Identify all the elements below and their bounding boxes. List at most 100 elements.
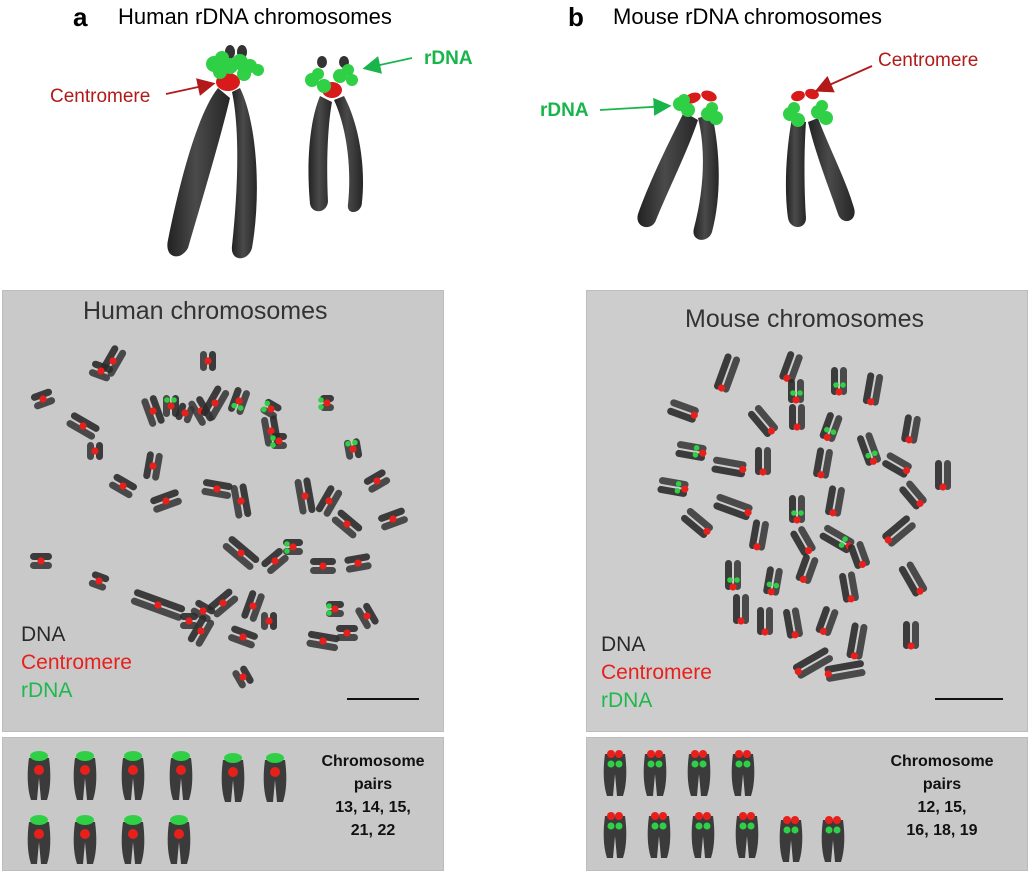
chromosome [88, 360, 114, 382]
chromosome [326, 601, 344, 617]
mouse-pair-chromosome [735, 812, 759, 858]
chromosome [848, 541, 870, 569]
chromosome [241, 590, 265, 622]
chromosome [261, 612, 277, 630]
human-schematic-chromosome-small [305, 56, 364, 213]
rdna-dot [773, 582, 780, 589]
centromere-dot [319, 637, 327, 645]
mouse-pairs-strip: Chromosome pairs 12, 15, 16, 18, 19 [586, 737, 1028, 871]
chromosome [898, 561, 928, 597]
chromosome [283, 539, 303, 555]
human-legend-centromere: Centromere [21, 651, 132, 674]
centromere-dot [858, 560, 867, 568]
centromere-dot [239, 673, 247, 681]
centromere-dot [39, 395, 47, 403]
chromosome [713, 493, 753, 521]
centromere-dot [265, 617, 273, 625]
centromere-dot [761, 628, 769, 636]
chromosome [711, 456, 747, 478]
centromere-dot [681, 485, 689, 493]
rdna-dot [727, 577, 733, 583]
centromere-dot [237, 549, 245, 557]
chromosome [783, 607, 803, 639]
chromosome [363, 469, 391, 493]
chromosome [733, 594, 749, 625]
chromosome [200, 351, 216, 371]
centromere-dot [271, 557, 279, 565]
rdna-dot [318, 397, 324, 403]
centromere-dot [325, 497, 333, 505]
rdna-dot [674, 488, 681, 494]
centromere-dot [905, 436, 913, 444]
rdna-dot [352, 439, 358, 446]
mouse-legend: DNA Centromere rDNA [601, 631, 712, 715]
chromosome [901, 414, 921, 444]
chromosome [657, 477, 689, 497]
chromosome [310, 558, 336, 574]
rdna-dot [833, 382, 839, 388]
centromere-dot [235, 397, 243, 405]
human-pairs-line-4: 21, 22 [350, 822, 396, 839]
centromere-dot [149, 462, 157, 470]
rdna-dot [326, 603, 332, 609]
centromere-dot [902, 466, 911, 475]
human-pair-chromosome [121, 815, 145, 864]
chromosome [318, 395, 334, 411]
centromere-dot [794, 667, 802, 676]
chromosome [143, 451, 163, 481]
centromere-dot [323, 399, 331, 407]
human-micrograph-title: Human chromosomes [83, 297, 328, 325]
human-pairs-label: Chromosome pairs 13, 14, 15, 21, 22 [303, 750, 443, 842]
centromere-dot [690, 411, 698, 419]
centromere-dot [759, 468, 767, 476]
rdna-dot [840, 382, 846, 388]
chromosome [862, 372, 884, 406]
chromosome [30, 553, 52, 569]
rdna-dot [830, 429, 837, 435]
centromere-dot [213, 485, 221, 493]
rdna-dot [261, 406, 267, 413]
centromere-dot [799, 575, 807, 583]
chromosome [819, 412, 843, 442]
chromosome [200, 385, 230, 421]
human-pairs-line-3: 13, 14, 15, [335, 799, 411, 816]
mouse-pair-chromosome [603, 812, 627, 858]
chromosome [757, 607, 773, 636]
human-pair-chromosome [27, 751, 51, 800]
centromere-dot [149, 407, 157, 415]
mouse-legend-rdna: rDNA [601, 689, 653, 712]
centromere-dot [847, 595, 855, 603]
chromosome [725, 560, 741, 591]
centromere-dot [939, 483, 947, 491]
mouse-centromere-label: Centromere [878, 50, 979, 71]
chromosome [788, 379, 804, 404]
rdna-dot [164, 397, 170, 403]
rdna-dot [171, 397, 177, 403]
centromere-dot [737, 617, 745, 625]
centromere-dot [204, 357, 212, 365]
centromere-dot [239, 633, 247, 641]
chromosome [667, 399, 699, 423]
chromosome [748, 405, 778, 437]
centromere-dot [389, 515, 397, 523]
panel-b-letter: b [568, 2, 584, 32]
chromosome [882, 515, 916, 547]
centromere-dot [349, 445, 357, 453]
mouse-scale-bar [935, 698, 1003, 700]
chromosome [790, 526, 816, 556]
centromere-dot [154, 601, 162, 609]
chromosome [763, 566, 783, 596]
chromosome [222, 536, 260, 570]
mouse-pairs-line-1: Chromosome [890, 753, 994, 770]
human-pairs-strip: Chromosome pairs 13, 14, 15, 21, 22 [2, 737, 444, 871]
chromosome [824, 660, 866, 682]
chromosome [755, 447, 771, 476]
rdna-dot [790, 390, 796, 396]
rdna-dot [231, 402, 237, 409]
human-pairs-line-2: pairs [353, 776, 393, 793]
human-pair-chromosome [263, 753, 287, 802]
chromosome [141, 395, 165, 427]
rdna-dot [766, 581, 773, 588]
human-pair-chromosome [167, 815, 191, 864]
centromere-dot [767, 588, 775, 596]
